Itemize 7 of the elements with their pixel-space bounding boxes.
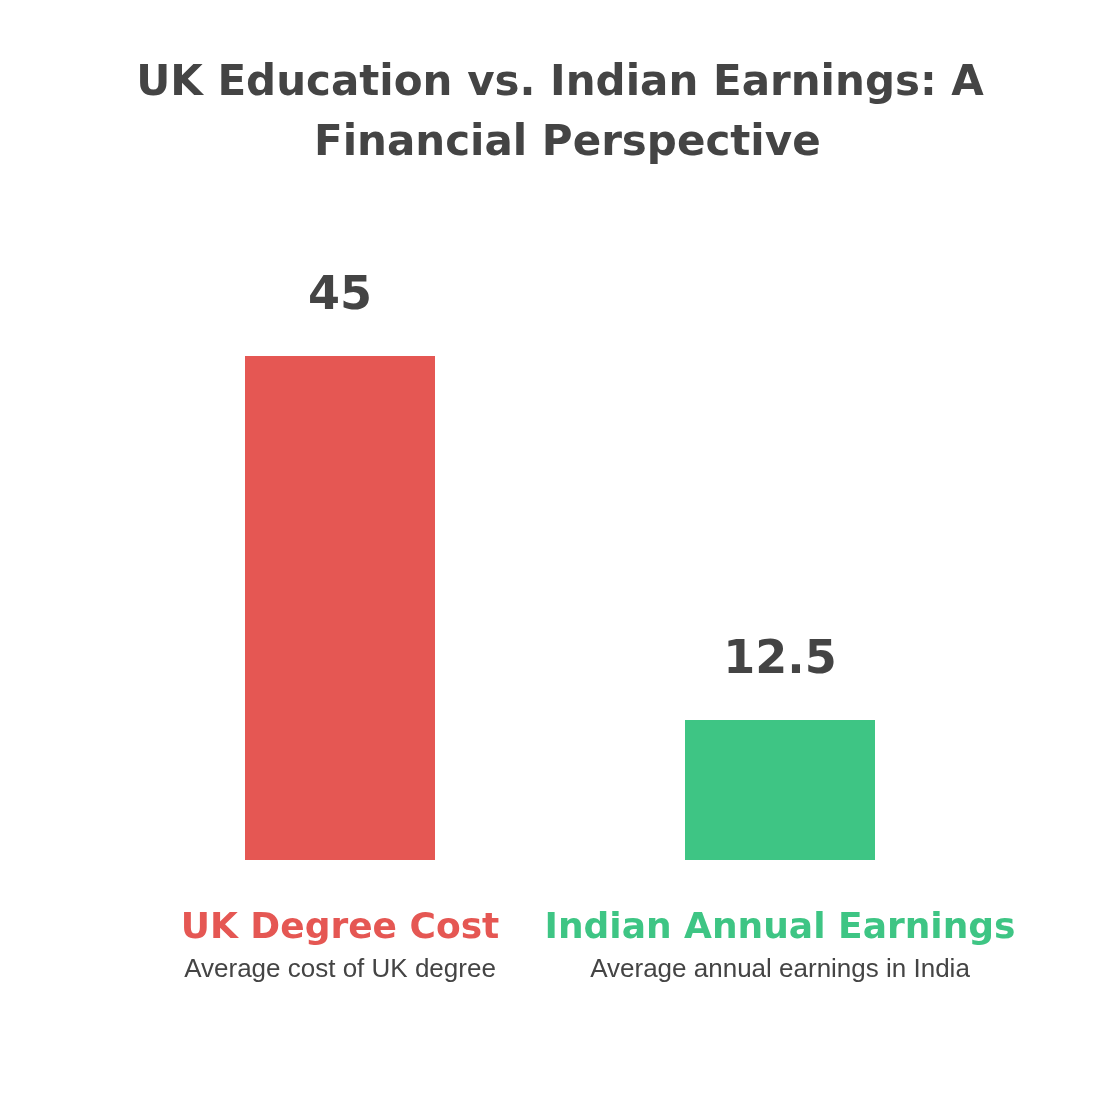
x-tick-label: Indian Annual Earnings	[544, 904, 1016, 946]
text: Average annual earnings in India	[590, 953, 971, 983]
x-tick-label: UK Degree Cost	[180, 904, 500, 946]
chart-title: UK Education vs. Indian Earnings: A Financial Perspective	[136, 55, 985, 165]
data-label: 12.5	[723, 630, 837, 684]
data-label: 45	[307, 266, 373, 320]
text: Average cost of UK degree	[184, 953, 496, 983]
